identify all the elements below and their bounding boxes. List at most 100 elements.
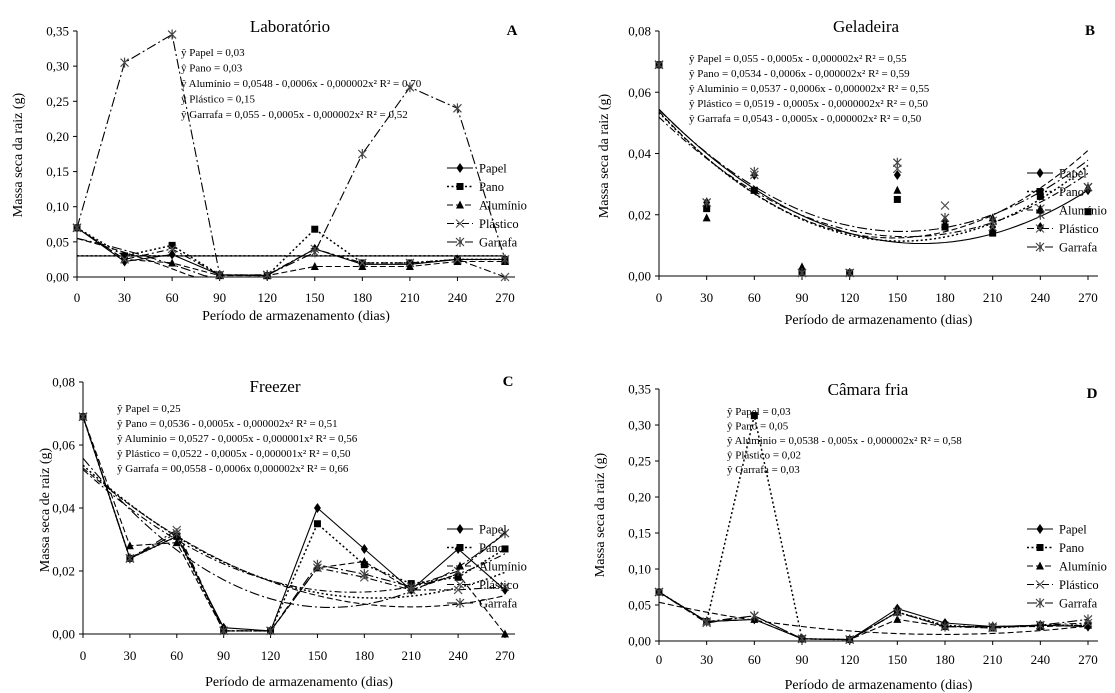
chart-a-legend-marker [456, 183, 464, 190]
chart-c-series-garrafa-point [125, 553, 135, 564]
chart-a-series-plastico-point [453, 255, 462, 264]
chart-a-series-pano-point [311, 225, 319, 233]
chart-a-legend-label: Alumínio [479, 199, 527, 213]
chart-d-x-tick-label: 90 [796, 652, 809, 667]
chart-c-series-aluminio-point [360, 557, 369, 566]
chart-d-series-garrafa-point [845, 634, 855, 645]
chart-c-y-tick-label: 0,06 [52, 438, 75, 453]
chart-d-series-garrafa-point [1083, 614, 1093, 625]
chart-d-series-garrafa-point [988, 621, 998, 632]
chart-b-equation: ŷ Papel = 0,055 - 0,0005x - 0,000002x² R… [689, 53, 907, 65]
chart-d-legend-item: Papel [1027, 523, 1087, 537]
chart-b-x-tick-label: 180 [935, 290, 955, 305]
chart-a-y-axis-label: Massa seca da raiz (g) [11, 92, 26, 217]
chart-b-series-pano-point [1084, 208, 1092, 216]
chart-b-legend-item: Alumínio [1027, 204, 1107, 218]
chart-b-legend-marker [1035, 242, 1045, 252]
chart-c: 0,00 0,02 0,04 0,06 0,08 0 30 60 90 120 150 180 210 2… [38, 374, 527, 690]
chart-b-legend-marker [1036, 168, 1044, 178]
chart-b-x-tick-label: 270 [1078, 290, 1098, 305]
chart-a-y-tick-label: 0,10 [46, 199, 69, 214]
chart-d-legend-marker [1035, 580, 1045, 589]
chart-b-series-papel-point [893, 169, 901, 180]
chart-c-x-tick-label: 120 [261, 648, 281, 663]
chart-c-fit-pano [82, 464, 506, 599]
chart-a-series-aluminio-point [310, 261, 319, 270]
chart-d-series-garrafa-point [1035, 620, 1045, 631]
chart-b-legend-label: Garrafa [1059, 241, 1098, 255]
chart-c-series-garrafa-point [78, 411, 88, 422]
chart-a-y-tick-label: 0,35 [46, 24, 69, 39]
chart-a-legend-item: Papel [447, 162, 507, 176]
chart-c-series-garrafa-point [313, 559, 322, 570]
chart-b-x-tick-label: 60 [748, 290, 761, 305]
chart-a-series-garrafa-point [72, 222, 82, 233]
chart-c-legend-item: Alumínio [447, 560, 527, 574]
chart-c-legend-marker [455, 580, 465, 589]
chart-d-series-garrafa-line [658, 591, 1089, 641]
chart-c-equation: ŷ Garrafa = 00,0558 - 0,0006x 0,000002x²… [117, 463, 349, 475]
chart-a-y-tick-label: 0,15 [46, 164, 69, 179]
chart-a-panel-letter: A [507, 23, 518, 39]
chart-a-x-tick-label: 0 [74, 290, 81, 305]
chart-c-y-tick-label: 0,00 [52, 627, 75, 642]
chart-a-equation: ŷ Plástico = 0,15 [181, 94, 256, 106]
chart-b-equation: ŷ Garrafa = 0,0543 - 0,0005x - 0,000002x… [689, 113, 922, 125]
chart-a-y-tick-label: 0,30 [46, 59, 69, 74]
chart-a-x-tick-label: 180 [353, 290, 373, 305]
chart-a-series-garrafa-point [215, 269, 225, 280]
chart-d-x-tick-label: 0 [656, 652, 663, 667]
chart-c-legend-label: Garrafa [479, 597, 518, 611]
chart-a-series-aluminio-point [405, 261, 414, 270]
chart-a-legend-label: Plástico [479, 217, 519, 231]
chart-d-equation: ŷ Garrafa = 0,03 [727, 464, 800, 476]
chart-c-y-tick-label: 0,02 [52, 564, 75, 579]
chart-a-x-tick-label: 270 [495, 290, 515, 305]
chart-b-equation: ŷ Aluminio = 0,0537 - 0,0006x - 0,000002… [689, 83, 930, 95]
chart-a-series-garrafa-point [120, 57, 129, 68]
chart-a-series-aluminio-line [76, 227, 505, 277]
chart-c-legend-label: Plástico [479, 578, 519, 592]
chart-d-y-tick-label: 0,20 [628, 490, 651, 505]
chart-a-legend-item: Pano [447, 180, 504, 194]
chart-c-equation: ŷ Papel = 0,25 [117, 403, 181, 415]
chart-d-y-tick-label: 0,10 [628, 562, 651, 577]
chart-b-fit-aluminio [658, 111, 1089, 239]
chart-c-x-tick-label: 240 [448, 648, 468, 663]
chart-a-series-pano-point [168, 241, 176, 249]
chart-c-series-garrafa-point [500, 528, 510, 539]
chart-c-series-papel-point [313, 503, 321, 513]
chart-b-equation: ŷ Plástico = 0,0519 - 0,0005x - 0,000000… [689, 98, 928, 110]
chart-c-legend-marker [456, 561, 464, 570]
chart-c-series-plastico-line [82, 416, 506, 632]
chart-b-series-garrafa-point [654, 59, 664, 70]
chart-b-series-aluminio-point [893, 185, 902, 194]
chart-d-x-tick-label: 180 [935, 652, 955, 667]
chart-b-legend-marker [1035, 224, 1045, 233]
chart-b-series-garrafa-point [845, 267, 855, 278]
chart-b-series-plastico-point [940, 201, 950, 210]
chart-a-x-tick-label: 150 [305, 290, 325, 305]
chart-c-x-tick-label: 180 [355, 648, 375, 663]
chart-d-y-tick-label: 0,15 [628, 526, 651, 541]
chart-d-series-garrafa-point [940, 621, 950, 632]
chart-a-series-pano-line [76, 227, 505, 277]
chart-a-series-plastico-point [405, 258, 415, 268]
chart-b-y-tick-label: 0,00 [628, 269, 651, 284]
chart-d-x-tick-label: 120 [840, 652, 860, 667]
chart-a-series-aluminio-point [453, 257, 462, 266]
chart-d: 0,00 0,05 0,10 0,15 0,20 0,25 0,30 0,35 0 30 60 90 1… [593, 380, 1107, 693]
chart-b-series-pano-point [989, 229, 997, 237]
chart-c-series-plastico-point [453, 585, 463, 595]
chart-a-legend-item: Alumínio [447, 199, 527, 213]
chart-d-y-tick-label: 0,05 [628, 598, 651, 613]
chart-c-equation: ŷ Aluminio = 0,0527 - 0,0005x - 0,000001… [117, 433, 358, 445]
chart-c-y-tick-label: 0,04 [52, 501, 75, 516]
chart-a-legend-item: Garrafa [447, 236, 518, 250]
chart-b-legend-item: Papel [1027, 167, 1087, 181]
chart-b-x-axis-label: Período de armazenamento (dias) [785, 313, 973, 328]
chart-c-series-papel-line [82, 416, 506, 632]
chart-b-series-garrafa-point [702, 197, 712, 208]
chart-a-y-tick-label: 0,20 [46, 129, 69, 144]
chart-a-legend-item: Plástico [447, 217, 519, 231]
